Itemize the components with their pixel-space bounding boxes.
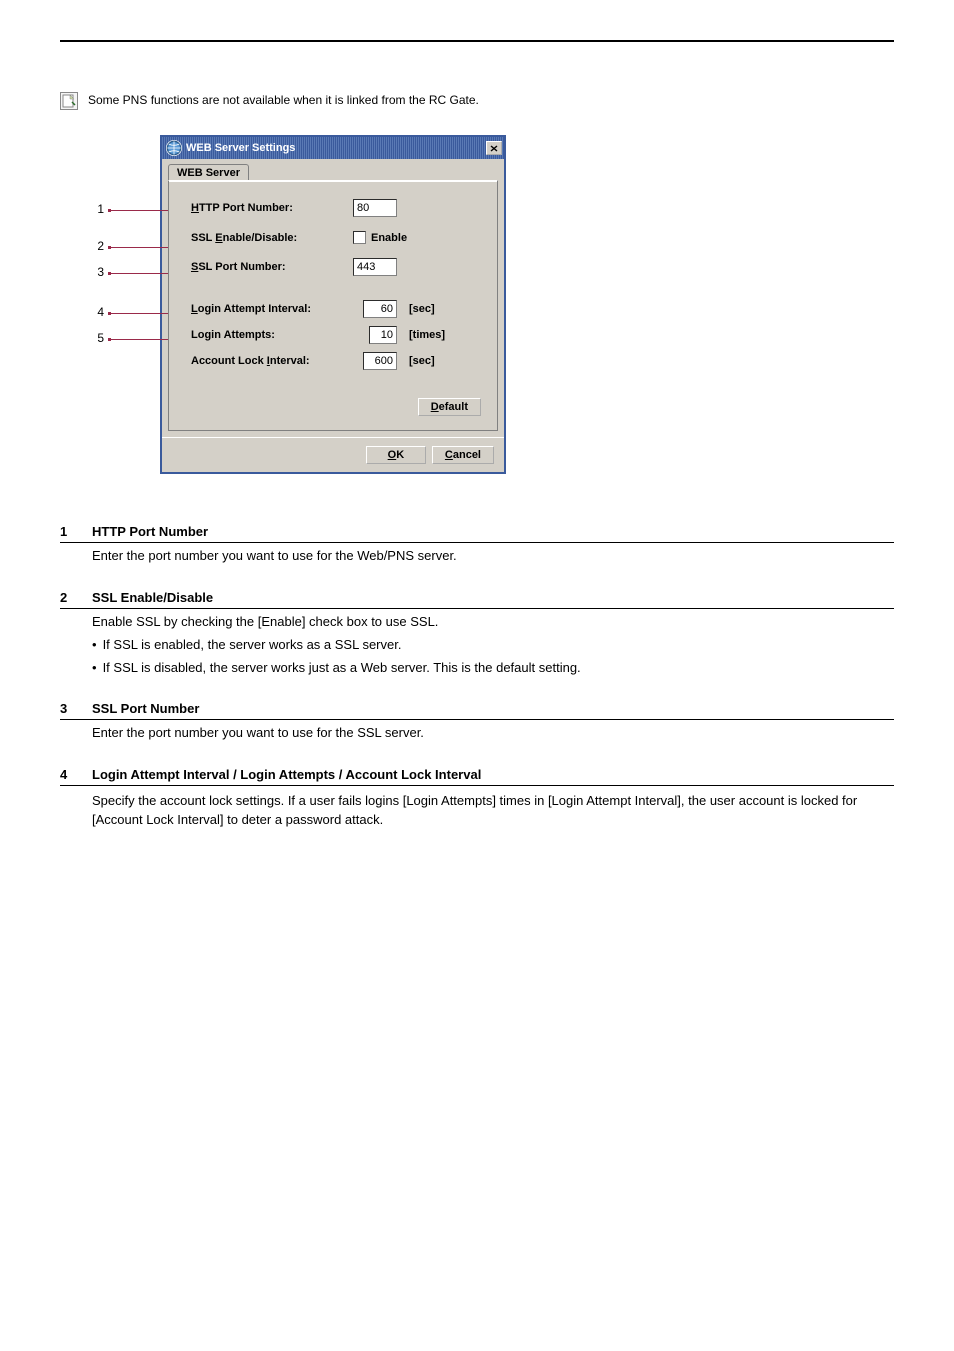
tab-row: WEB Server <box>162 159 504 180</box>
label-login-interval: Login Attempt Interval: <box>191 303 353 315</box>
label-lock-interval: Account Lock Interval: <box>191 355 353 367</box>
item-4-title: Login Attempt Interval / Login Attempts … <box>92 767 481 782</box>
checkbox-ssl-enable[interactable] <box>353 231 366 244</box>
unit-sec-1: [sec] <box>409 303 435 315</box>
label-http-port: HTTP Port Number: <box>191 202 353 214</box>
note-row: Some PNS functions are not available whe… <box>60 92 894 110</box>
item-3: 3 SSL Port Number Enter the port number … <box>60 701 894 743</box>
input-login-interval[interactable] <box>363 300 397 318</box>
item-2-num: 2 <box>60 590 78 605</box>
input-ssl-port[interactable] <box>353 258 397 276</box>
item-2-title: SSL Enable/Disable <box>92 590 213 605</box>
dialog-titlebar[interactable]: WEB Server Settings <box>162 137 504 159</box>
label-ssl-enable: SSL Enable/Disable: <box>191 232 353 244</box>
item-1-title: HTTP Port Number <box>92 524 208 539</box>
label-login-attempts: Login Attempts: <box>191 329 353 341</box>
dialog-button-bar: OK Cancel <box>162 437 504 472</box>
item-3-body: Enter the port number you want to use fo… <box>92 724 894 743</box>
ok-button[interactable]: OK <box>366 446 426 464</box>
tab-web-server[interactable]: WEB Server <box>168 164 249 181</box>
cancel-button[interactable]: Cancel <box>432 446 494 464</box>
default-button[interactable]: Default <box>418 398 481 416</box>
web-server-settings-dialog: WEB Server Settings WEB Server HTTP Port… <box>160 135 506 474</box>
tab-content: HTTP Port Number: SSL Enable/Disable: En… <box>168 180 498 431</box>
default-row: Default <box>191 398 481 416</box>
checkbox-label-enable: Enable <box>371 232 407 244</box>
item-2-bullet1: If SSL is enabled, the server works as a… <box>92 636 894 655</box>
close-button[interactable] <box>486 141 502 155</box>
callout-num-5: 5 <box>97 331 104 345</box>
item-3-title: SSL Port Number <box>92 701 199 716</box>
item-4-num: 4 <box>60 767 78 782</box>
row-ssl-enable: SSL Enable/Disable: Enable <box>191 231 481 244</box>
item-3-num: 3 <box>60 701 78 716</box>
note-text: Some PNS functions are not available whe… <box>88 92 479 107</box>
callout-num-3: 3 <box>97 265 104 279</box>
input-http-port[interactable] <box>353 199 397 217</box>
row-login-interval: Login Attempt Interval: [sec] <box>191 300 481 318</box>
page-top-rule <box>60 40 894 42</box>
callout-num-1: 1 <box>97 202 104 216</box>
unit-sec-2: [sec] <box>409 355 435 367</box>
label-ssl-port: SSL Port Number: <box>191 261 353 273</box>
item-2: 2 SSL Enable/Disable Enable SSL by check… <box>60 590 894 678</box>
note-icon <box>60 92 78 110</box>
item-1-body: Enter the port number you want to use fo… <box>92 547 894 566</box>
row-ssl-port: SSL Port Number: <box>191 258 481 276</box>
item-2-line1: Enable SSL by checking the [Enable] chec… <box>92 613 894 632</box>
callout-num-2: 2 <box>97 239 104 253</box>
item-1: 1 HTTP Port Number Enter the port number… <box>60 524 894 566</box>
row-http-port: HTTP Port Number: <box>191 199 481 217</box>
unit-times: [times] <box>409 329 445 341</box>
item-2-bullet2: If SSL is disabled, the server works jus… <box>92 659 894 678</box>
item-4-body: Specify the account lock settings. If a … <box>92 792 894 830</box>
row-lock-interval: Account Lock Interval: [sec] <box>191 352 481 370</box>
globe-icon <box>166 140 182 156</box>
item-4: 4 Login Attempt Interval / Login Attempt… <box>60 767 894 830</box>
dialog-wrapper: 1 2 3 4 5 WEB Server Settings WEB Server… <box>160 135 894 474</box>
items-list: 1 HTTP Port Number Enter the port number… <box>60 524 894 830</box>
input-lock-interval[interactable] <box>363 352 397 370</box>
input-login-attempts[interactable] <box>369 326 397 344</box>
callout-num-4: 4 <box>97 305 104 319</box>
item-1-num: 1 <box>60 524 78 539</box>
dialog-title: WEB Server Settings <box>186 142 486 154</box>
row-login-attempts: Login Attempts: [times] <box>191 326 481 344</box>
